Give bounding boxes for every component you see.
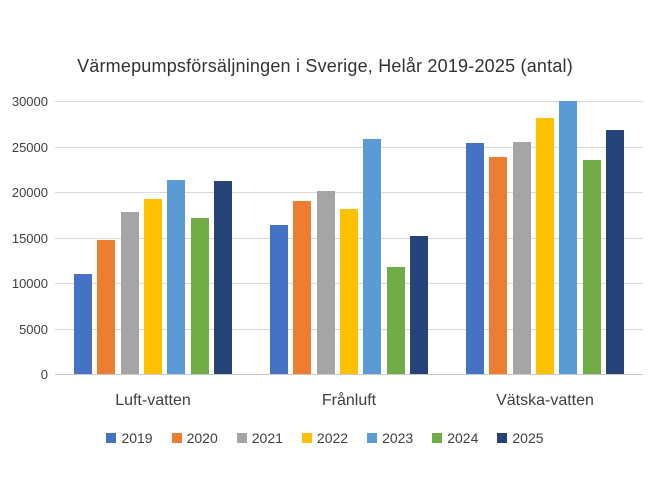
- legend-swatch-2023: [367, 433, 378, 443]
- legend-item-2023: 2023: [367, 430, 413, 446]
- legend-label-2023: 2023: [382, 430, 414, 446]
- bar-2025-v-tska-vatten: [605, 130, 624, 374]
- y-tick-label-25000: 25000: [11, 139, 48, 155]
- legend: 2019 2020 2021 2022 2023 2024 2025: [0, 430, 650, 446]
- y-tick-label-5000: 5000: [19, 321, 48, 337]
- bar-2020-v-tska-vatten: [489, 157, 508, 374]
- bar-2022-fr-nluft: [339, 209, 358, 374]
- legend-item-2025: 2025: [497, 430, 544, 446]
- gridline-30000: [55, 101, 643, 102]
- legend-item-2024: 2024: [432, 430, 478, 446]
- bar-2024-v-tska-vatten: [582, 160, 601, 374]
- legend-swatch-2019: [106, 433, 117, 443]
- bar-2019-luft-vatten: [74, 274, 92, 374]
- bar-2023-fr-nluft: [363, 139, 382, 374]
- plot-area: [55, 101, 643, 375]
- y-tick-label-30000: 30000: [11, 94, 48, 109]
- y-tick-label-10000: 10000: [11, 276, 48, 291]
- y-tick-label-15000: 15000: [11, 230, 48, 246]
- category-label-fr-nluft: Frånluft: [321, 392, 377, 409]
- bar-2020-fr-nluft: [293, 201, 312, 374]
- bar-2019-fr-nluft: [270, 225, 288, 374]
- legend-swatch-2020: [171, 433, 182, 443]
- bar-2023-v-tska-vatten: [559, 101, 578, 374]
- legend-swatch-2024: [432, 433, 443, 443]
- bar-group-fr-nluft: [270, 102, 428, 374]
- gridline-0: [55, 374, 643, 375]
- bar-2023-luft-vatten: [167, 180, 186, 374]
- legend-item-2019: 2019: [106, 430, 153, 446]
- legend-swatch-2025: [497, 433, 508, 443]
- legend-label-2020: 2020: [186, 430, 218, 446]
- bar-2025-luft-vatten: [213, 181, 232, 374]
- gridline-20000: [55, 192, 643, 193]
- legend-item-2020: 2020: [171, 430, 218, 446]
- y-tick-label-20000: 20000: [11, 185, 48, 200]
- legend-label-2025: 2025: [512, 430, 544, 446]
- category-label-v-tska-vatten: Vätska-vatten: [496, 392, 594, 409]
- bar-2021-v-tska-vatten: [512, 142, 531, 374]
- gridline-25000: [55, 146, 643, 148]
- bar-2020-luft-vatten: [97, 240, 116, 374]
- bar-group-v-tska-vatten: [466, 101, 624, 374]
- bar-2022-luft-vatten: [143, 199, 162, 374]
- bar-2021-luft-vatten: [120, 212, 139, 374]
- legend-swatch-2022: [301, 433, 312, 443]
- legend-label-2022: 2022: [316, 430, 349, 446]
- bar-2024-luft-vatten: [190, 218, 209, 374]
- y-tick-label-0: 0: [40, 367, 48, 382]
- bar-group-luft-vatten: [74, 102, 232, 374]
- bar-2025-fr-nluft: [409, 236, 428, 374]
- bar-2021-fr-nluft: [316, 191, 335, 374]
- legend-label-2024: 2024: [447, 430, 479, 446]
- legend-item-2022: 2022: [301, 430, 349, 446]
- legend-swatch-2021: [236, 433, 247, 443]
- chart-title: Värmepumpsförsäljningen i Sverige, Helår…: [77, 56, 573, 76]
- bar-2019-v-tska-vatten: [466, 143, 484, 374]
- category-label-luft-vatten: Luft-vatten: [115, 392, 191, 409]
- bar-2022-v-tska-vatten: [535, 118, 554, 374]
- legend-label-2019: 2019: [121, 430, 153, 446]
- legend-label-2021: 2021: [251, 430, 283, 446]
- legend-item-2021: 2021: [236, 430, 283, 446]
- bar-2024-fr-nluft: [386, 267, 405, 374]
